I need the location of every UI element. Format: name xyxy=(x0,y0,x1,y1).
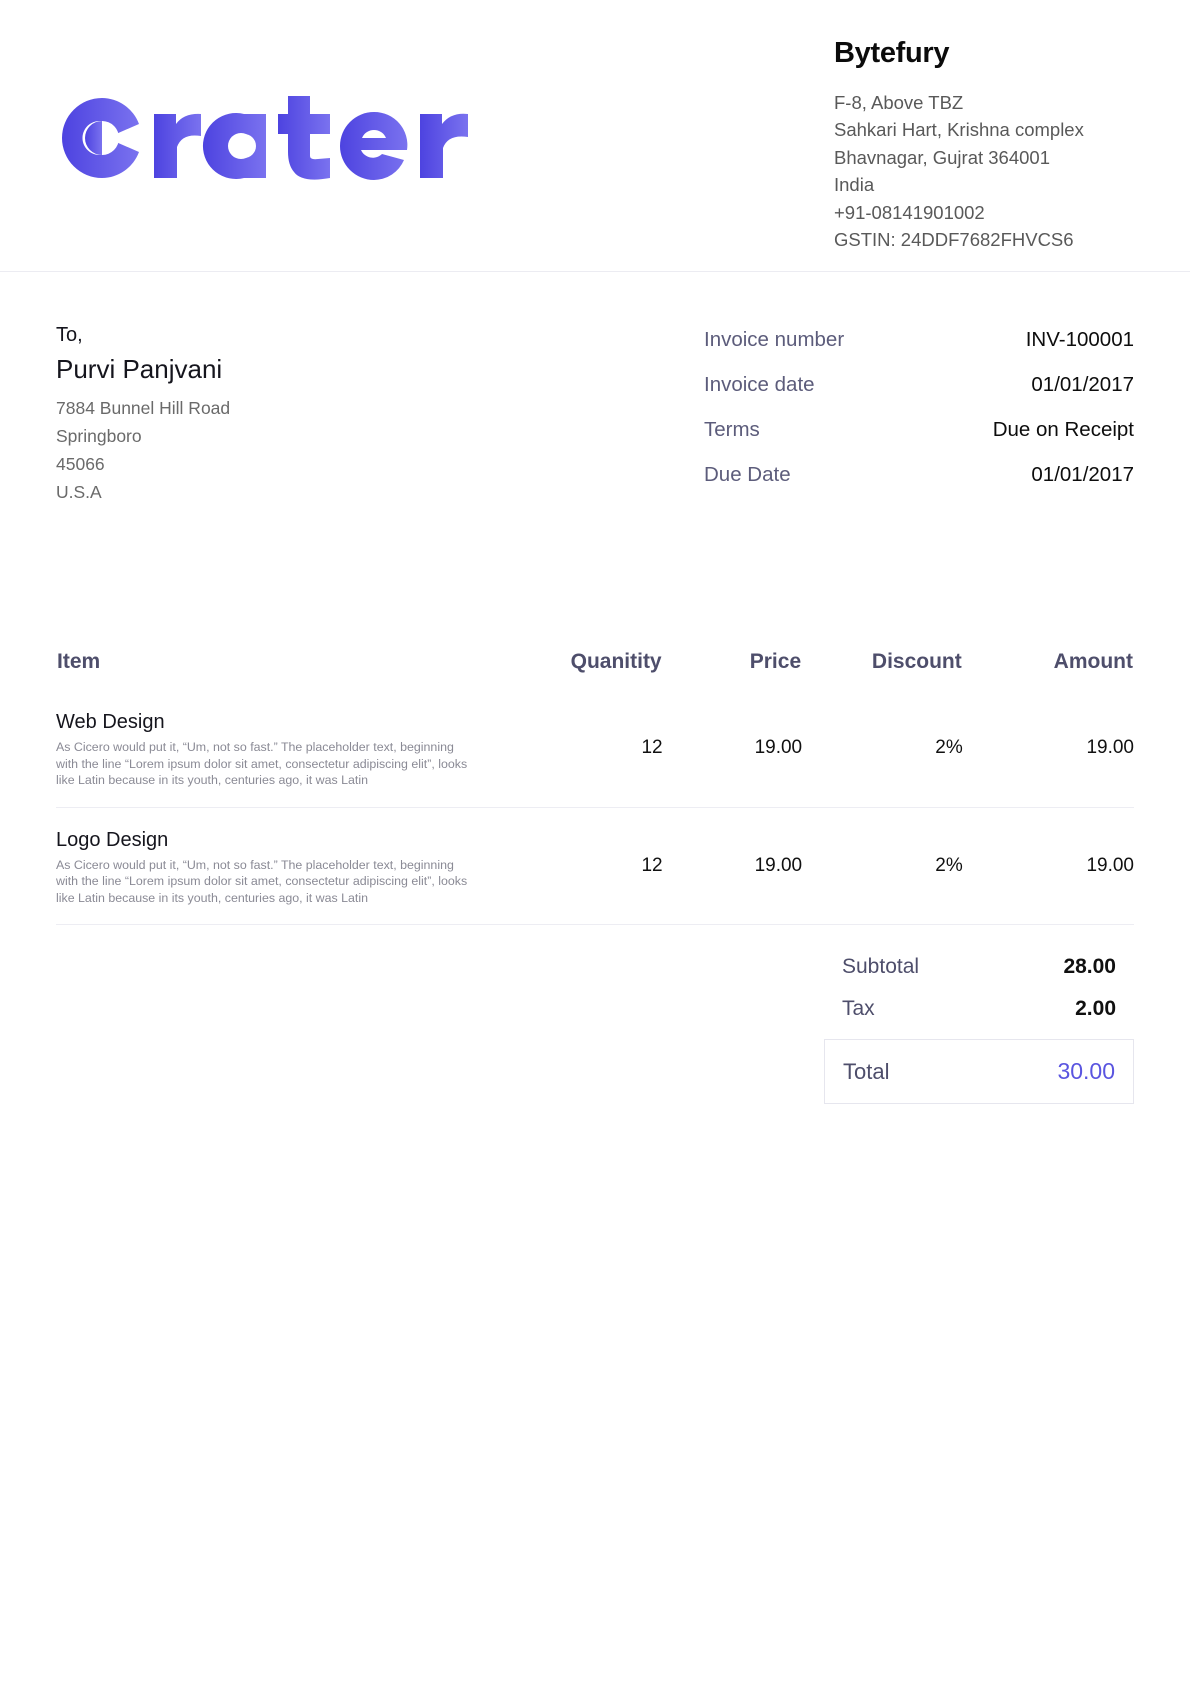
invoice-meta-block: Invoice number INV-100001 Invoice date 0… xyxy=(704,320,1134,506)
table-row: Web Design As Cicero would put it, “Um, … xyxy=(56,690,1134,808)
tax-value: 2.00 xyxy=(1075,997,1116,1020)
invoice-info-section: To, Purvi Panjvani 7884 Bunnel Hill Road… xyxy=(0,272,1190,506)
item-name: Logo Design xyxy=(56,828,169,851)
bill-to-block: To, Purvi Panjvani 7884 Bunnel Hill Road… xyxy=(56,320,576,506)
header-quantity: Quanitity xyxy=(570,650,662,673)
meta-value: Due on Receipt xyxy=(992,418,1134,441)
company-address-line: India xyxy=(834,174,875,196)
meta-label: Due Date xyxy=(704,463,791,486)
subtotal-label: Subtotal xyxy=(842,955,920,978)
meta-value: INV-100001 xyxy=(1025,328,1134,351)
grand-total-row: Total 30.00 xyxy=(824,1039,1134,1104)
item-discount: 2% xyxy=(802,690,963,808)
header-amount: Amount xyxy=(1053,650,1133,673)
meta-value: 01/01/2017 xyxy=(1031,463,1134,486)
item-cell: Logo Design As Cicero would put it, “Um,… xyxy=(56,807,513,925)
item-name: Web Design xyxy=(56,711,165,733)
crater-logo xyxy=(56,90,486,186)
item-quantity: 12 xyxy=(512,690,663,808)
line-items-table: Item Quanitity Price Discount Amount Web… xyxy=(56,649,1134,925)
meta-row-terms: Terms Due on Receipt xyxy=(704,416,1134,444)
item-price: 19.00 xyxy=(662,690,803,808)
subtotal-row: Subtotal 28.00 xyxy=(824,955,1134,979)
table-row: Logo Design As Cicero would put it, “Um,… xyxy=(56,807,1134,925)
item-cell: Web Design As Cicero would put it, “Um, … xyxy=(56,690,513,808)
crater-logo-icon xyxy=(62,96,468,180)
grand-total-value: 30.00 xyxy=(1057,1058,1115,1084)
client-name: Purvi Panjvani xyxy=(56,354,223,384)
company-phone: +91-08141901002 xyxy=(834,201,985,223)
item-amount: 19.00 xyxy=(962,807,1134,925)
client-address-line: Springboro xyxy=(56,426,142,446)
meta-label: Invoice date xyxy=(704,373,815,396)
header-discount: Discount xyxy=(871,650,962,673)
company-block: Bytefury F-8, Above TBZ Sahkari Hart, Kr… xyxy=(834,34,1134,254)
totals-block: Subtotal 28.00 Tax 2.00 Total 30.00 xyxy=(824,955,1134,1104)
meta-row-due-date: Due Date 01/01/2017 xyxy=(704,461,1134,489)
company-name: Bytefury xyxy=(834,37,950,69)
totals-section: Subtotal 28.00 Tax 2.00 Total 30.00 xyxy=(56,955,1134,1104)
company-gstin: GSTIN: 24DDF7682FHVCS6 xyxy=(834,229,1074,251)
header-price: Price xyxy=(749,650,802,673)
to-label: To, xyxy=(56,324,83,346)
item-price: 19.00 xyxy=(662,807,803,925)
meta-row-invoice-date: Invoice date 01/01/2017 xyxy=(704,371,1134,399)
meta-label: Invoice number xyxy=(704,328,845,351)
meta-value: 01/01/2017 xyxy=(1031,373,1134,396)
client-address-line: 7884 Bunnel Hill Road xyxy=(56,398,231,418)
company-address-line: Sahkari Hart, Krishna complex xyxy=(834,119,1084,141)
meta-label: Terms xyxy=(704,418,760,441)
client-address-line: U.S.A xyxy=(56,482,102,502)
item-description: As Cicero would put it, “Um, not so fast… xyxy=(56,857,468,905)
table-header-row: Item Quanitity Price Discount Amount xyxy=(56,649,1134,690)
meta-row-invoice-number: Invoice number INV-100001 xyxy=(704,326,1134,354)
item-amount: 19.00 xyxy=(962,690,1134,808)
header-item: Item xyxy=(57,650,101,673)
item-description: As Cicero would put it, “Um, not so fast… xyxy=(56,740,468,787)
grand-total-label: Total xyxy=(843,1058,890,1084)
tax-label: Tax xyxy=(842,997,875,1020)
client-address-line: 45066 xyxy=(56,454,105,474)
subtotal-value: 28.00 xyxy=(1063,955,1116,978)
item-discount: 2% xyxy=(802,807,963,925)
company-address-line: F-8, Above TBZ xyxy=(834,91,964,113)
line-items-section: Item Quanitity Price Discount Amount Web… xyxy=(56,649,1134,925)
tax-row: Tax 2.00 xyxy=(824,997,1134,1021)
item-quantity: 12 xyxy=(512,807,663,925)
invoice-header: Bytefury F-8, Above TBZ Sahkari Hart, Kr… xyxy=(0,0,1190,272)
company-address-line: Bhavnagar, Gujrat 364001 xyxy=(834,146,1050,168)
